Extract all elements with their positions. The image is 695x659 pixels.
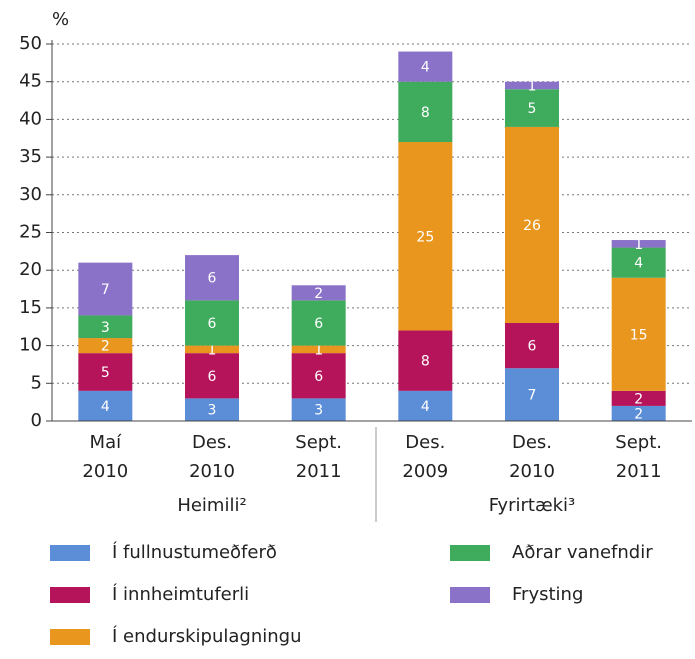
bar-segment — [398, 390, 453, 421]
bar-segment — [78, 262, 133, 316]
bar-segment — [505, 89, 559, 127]
y-tick-label: 5 — [31, 372, 42, 393]
x-tick-label: 2011 — [296, 461, 342, 482]
value-label: 2 — [634, 391, 643, 407]
bar-segment — [185, 398, 239, 421]
value-label: 7 — [528, 388, 537, 404]
x-tick-label: Des. — [405, 432, 445, 453]
value-label: 4 — [101, 399, 110, 415]
bar-segment — [611, 247, 666, 278]
y-tick-label: 10 — [19, 335, 42, 356]
value-label: 2 — [101, 339, 110, 355]
x-tick-label: Sept. — [295, 432, 342, 453]
bar-segment — [291, 345, 346, 354]
x-tick-label: 2010 — [509, 461, 555, 482]
value-label: 25 — [416, 229, 434, 245]
value-label: 2 — [314, 286, 323, 302]
bar-segment — [291, 300, 346, 346]
legend-label: Frysting — [512, 584, 583, 605]
value-label: 3 — [101, 320, 110, 336]
bar-segment — [611, 277, 666, 391]
value-label: 6 — [314, 369, 323, 385]
y-axis-label: % — [52, 9, 69, 30]
value-label: 8 — [421, 105, 430, 121]
x-tick-label: 2009 — [402, 461, 448, 482]
value-label: 1 — [528, 78, 537, 94]
value-label: 6 — [208, 316, 217, 332]
value-label: 5 — [101, 365, 110, 381]
bar-segment — [185, 255, 239, 301]
bar-segment — [611, 390, 666, 406]
y-tick-label: 0 — [31, 410, 42, 431]
y-tick-label: 35 — [19, 146, 42, 167]
legend-swatch — [450, 545, 490, 561]
bar-segment — [291, 398, 346, 421]
bar-segment — [505, 322, 559, 369]
value-label: 6 — [314, 316, 323, 332]
x-tick-label: 2011 — [616, 461, 662, 482]
bar-segment — [398, 81, 453, 143]
value-label: 1 — [314, 342, 323, 358]
y-tick-label: 15 — [19, 297, 42, 318]
y-tick-label: 50 — [19, 33, 42, 54]
legend-label: Í innheimtuferli — [112, 583, 249, 605]
bar-segment — [505, 368, 559, 421]
value-label: 15 — [630, 327, 648, 343]
legend-label: Aðrar vanefndir — [512, 542, 653, 563]
bar-segment — [185, 345, 239, 354]
bar-segment — [398, 330, 453, 391]
x-tick-label: Des. — [512, 432, 552, 453]
bar-segment — [611, 240, 666, 248]
bar-segment — [78, 353, 133, 391]
bar-segment — [611, 405, 666, 421]
y-tick-label: 45 — [19, 71, 42, 92]
legend-label: Í endurskipulagningu — [112, 625, 302, 647]
bar-segment — [398, 142, 453, 331]
y-tick-label: 30 — [19, 184, 42, 205]
legend-swatch — [50, 545, 90, 561]
group-label: Fyrirtæki³ — [489, 495, 576, 516]
x-tick-label: 2010 — [82, 461, 128, 482]
value-label: 1 — [634, 237, 643, 253]
bar-segment — [398, 51, 453, 82]
x-tick-label: Sept. — [615, 432, 662, 453]
x-tick-label: 2010 — [189, 461, 235, 482]
legend-swatch — [50, 587, 90, 603]
bar-segment — [78, 315, 133, 339]
x-tick-label: Maí — [90, 432, 123, 453]
x-tick-label: Des. — [192, 432, 232, 453]
legend-label: Í fullnustumeðferð — [112, 541, 277, 563]
value-label: 6 — [528, 339, 537, 355]
group-label: Heimili² — [177, 495, 246, 516]
bar-segment — [185, 300, 239, 346]
value-label: 3 — [314, 403, 323, 419]
bar-segment — [78, 390, 133, 421]
value-label: 5 — [528, 101, 537, 117]
value-label: 2 — [634, 406, 643, 422]
bar-segment — [291, 285, 346, 301]
value-label: 3 — [208, 403, 217, 419]
value-label: 26 — [523, 218, 541, 234]
value-label: 4 — [634, 256, 643, 272]
value-label: 8 — [421, 354, 430, 370]
bar-segment — [291, 353, 346, 399]
value-label: 7 — [101, 282, 110, 298]
value-label: 4 — [421, 60, 430, 76]
value-label: 4 — [421, 399, 430, 415]
bar-segment — [185, 353, 239, 399]
bar-segment — [505, 81, 559, 90]
legend-swatch — [50, 629, 90, 645]
bar-segment — [505, 126, 559, 323]
y-tick-label: 25 — [19, 222, 42, 243]
bar-segment — [78, 338, 133, 354]
legend-swatch — [450, 587, 490, 603]
value-label: 6 — [208, 271, 217, 287]
y-tick-label: 20 — [19, 259, 42, 280]
y-tick-label: 40 — [19, 108, 42, 129]
value-label: 1 — [208, 342, 217, 358]
value-label: 6 — [208, 369, 217, 385]
